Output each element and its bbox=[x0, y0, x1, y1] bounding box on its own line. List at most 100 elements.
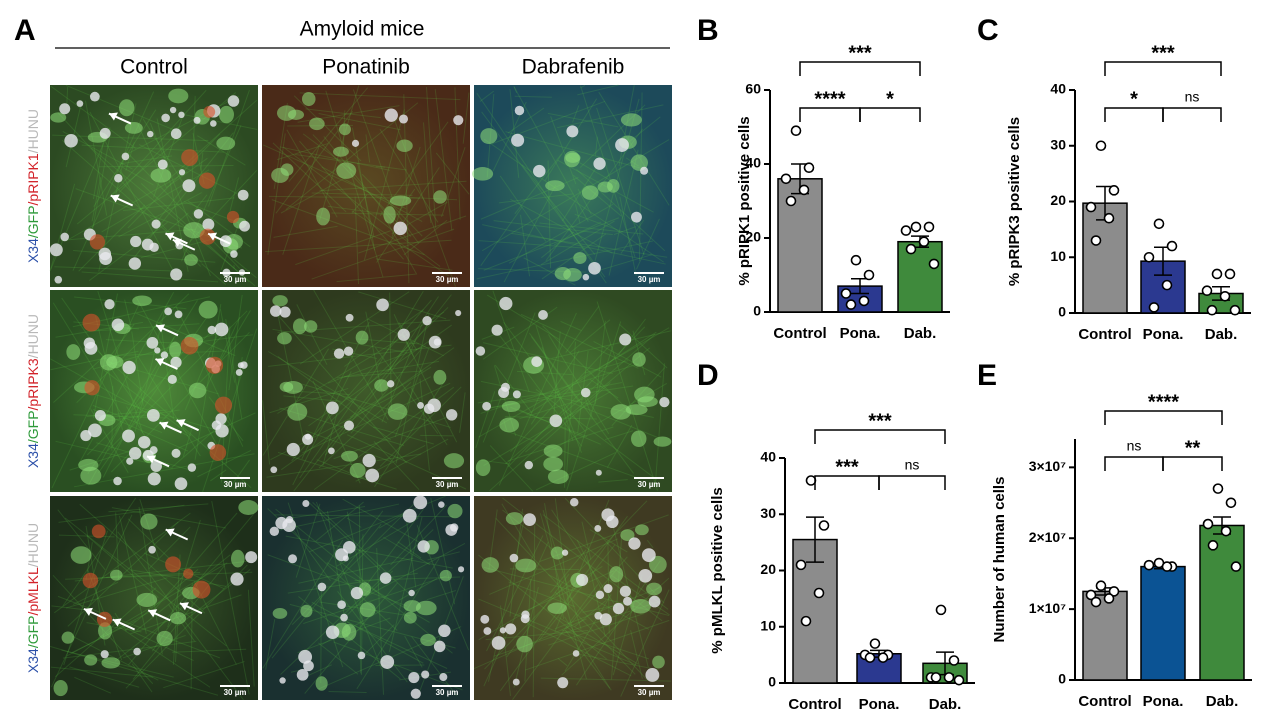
hunu-cell bbox=[569, 497, 579, 507]
hunu-cell bbox=[302, 500, 310, 508]
gfp-cell bbox=[110, 569, 123, 581]
gfp-cell bbox=[198, 300, 218, 319]
row-label-part: /GFP bbox=[25, 616, 41, 649]
neurite bbox=[325, 90, 384, 278]
hunu-cell bbox=[178, 111, 185, 119]
neurite bbox=[152, 112, 185, 198]
neurite bbox=[358, 215, 467, 254]
neurite bbox=[311, 228, 455, 280]
hunu-cell bbox=[207, 325, 217, 335]
panel-label: E bbox=[977, 359, 997, 392]
neurite bbox=[554, 586, 661, 630]
neurite bbox=[492, 290, 530, 392]
neurite bbox=[513, 86, 518, 94]
neurite bbox=[318, 642, 359, 675]
gfp-cell bbox=[383, 206, 396, 224]
neurite bbox=[542, 514, 669, 610]
hunu-cell bbox=[480, 614, 490, 624]
x-tick-label: Control bbox=[788, 696, 841, 713]
neurite bbox=[510, 198, 613, 254]
neurite bbox=[476, 92, 607, 284]
neurite bbox=[321, 166, 423, 222]
neurite bbox=[365, 134, 371, 163]
neurite bbox=[319, 180, 467, 192]
neurite bbox=[81, 144, 225, 153]
gfp-cell bbox=[156, 630, 173, 647]
neurite bbox=[619, 323, 668, 369]
scale-bar-label: 30 µm bbox=[638, 480, 661, 489]
neurite bbox=[115, 512, 120, 580]
neurite bbox=[92, 404, 163, 434]
neurite bbox=[419, 378, 430, 471]
neurite bbox=[604, 430, 634, 441]
neurite bbox=[505, 333, 656, 465]
hunu-cell bbox=[619, 585, 632, 597]
hunu-cell bbox=[94, 410, 106, 422]
neurite bbox=[525, 622, 632, 677]
hunu-cell bbox=[450, 523, 459, 532]
red-signal bbox=[203, 105, 216, 118]
neurite bbox=[347, 434, 467, 490]
gfp-cell bbox=[499, 417, 520, 433]
y-tick-label: 0 bbox=[1058, 671, 1066, 687]
y-tick-label: 30 bbox=[760, 505, 776, 521]
neurite bbox=[64, 517, 228, 647]
hunu-cell bbox=[499, 627, 507, 634]
neurite bbox=[344, 309, 424, 367]
neurite bbox=[420, 434, 453, 437]
neurite bbox=[272, 142, 347, 213]
gfp-cell bbox=[316, 207, 331, 226]
hunu-cell bbox=[288, 554, 298, 564]
neurite bbox=[91, 177, 102, 222]
neurite bbox=[375, 258, 453, 271]
data-point bbox=[1108, 185, 1120, 196]
neurite bbox=[269, 387, 349, 414]
y-tick-label: 3×10⁷ bbox=[1029, 458, 1067, 474]
hunu-cell bbox=[114, 174, 123, 183]
neurite bbox=[91, 132, 111, 232]
neurite bbox=[343, 370, 424, 378]
neurite bbox=[578, 653, 659, 671]
neurite bbox=[350, 349, 422, 434]
gfp-cell bbox=[415, 600, 437, 616]
y-tick-label: 30 bbox=[1050, 136, 1066, 152]
data-point bbox=[863, 269, 875, 281]
neurite bbox=[106, 409, 180, 422]
gfp-cell bbox=[374, 379, 389, 392]
neurite bbox=[65, 100, 83, 168]
hunu-cell bbox=[612, 602, 625, 615]
neurite bbox=[295, 503, 321, 578]
neurite bbox=[519, 398, 585, 420]
neurite bbox=[511, 232, 668, 258]
red-signal bbox=[84, 380, 100, 396]
gfp-cell bbox=[349, 463, 366, 478]
neurite bbox=[149, 122, 211, 277]
hunu-cell bbox=[202, 218, 215, 231]
neurite bbox=[277, 356, 392, 441]
neurite bbox=[606, 424, 633, 469]
neurite bbox=[357, 338, 419, 345]
hunu-cell bbox=[438, 624, 451, 638]
row-label-part: /HUNU bbox=[25, 314, 41, 358]
neurite bbox=[530, 350, 580, 425]
column-title: Dabrafenib bbox=[522, 56, 625, 79]
neurite bbox=[167, 212, 189, 232]
data-point bbox=[948, 655, 960, 666]
neurite bbox=[498, 193, 574, 204]
gfp-cell bbox=[403, 611, 417, 624]
neurite bbox=[373, 426, 434, 445]
red-signal bbox=[181, 149, 199, 166]
neurite bbox=[114, 623, 211, 688]
neurite bbox=[342, 498, 421, 544]
hunu-cell bbox=[239, 220, 250, 232]
hunu-cell bbox=[615, 138, 629, 152]
neurite bbox=[459, 392, 466, 433]
neurite bbox=[381, 322, 423, 423]
hunu-cell bbox=[128, 257, 142, 270]
hunu-cell bbox=[549, 414, 563, 428]
y-tick-label: 40 bbox=[760, 449, 776, 465]
neurite bbox=[564, 629, 611, 689]
neurite bbox=[358, 624, 395, 661]
hunu-cell bbox=[523, 513, 536, 527]
significance-bracket bbox=[799, 61, 921, 76]
